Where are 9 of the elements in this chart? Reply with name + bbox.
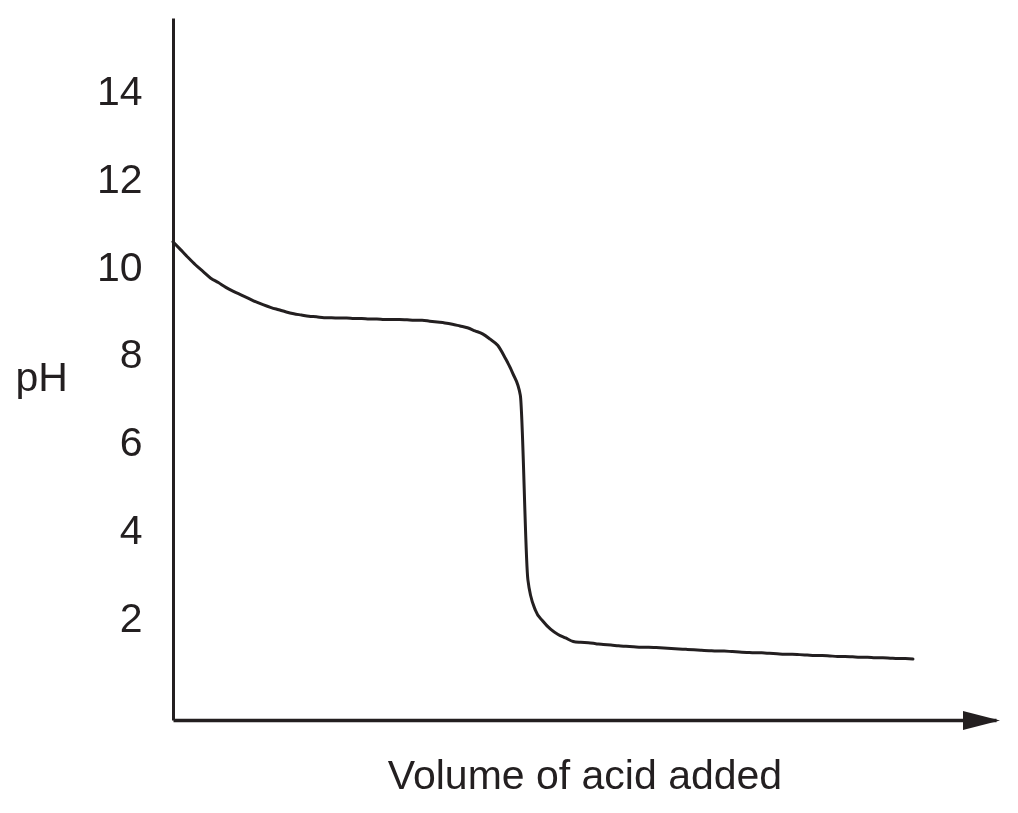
y-tick-label: 14	[96, 68, 143, 115]
y-tick-label: 2	[119, 594, 143, 641]
y-axis-title: pH	[15, 353, 68, 400]
y-tick-label: 12	[96, 155, 143, 202]
x-axis-title: Volume of acid added	[387, 751, 783, 798]
y-tick-label: 10	[96, 243, 143, 290]
y-tick-label: 6	[119, 419, 143, 466]
y-tick-label: 4	[119, 506, 143, 553]
y-tick-label: 8	[119, 331, 143, 378]
